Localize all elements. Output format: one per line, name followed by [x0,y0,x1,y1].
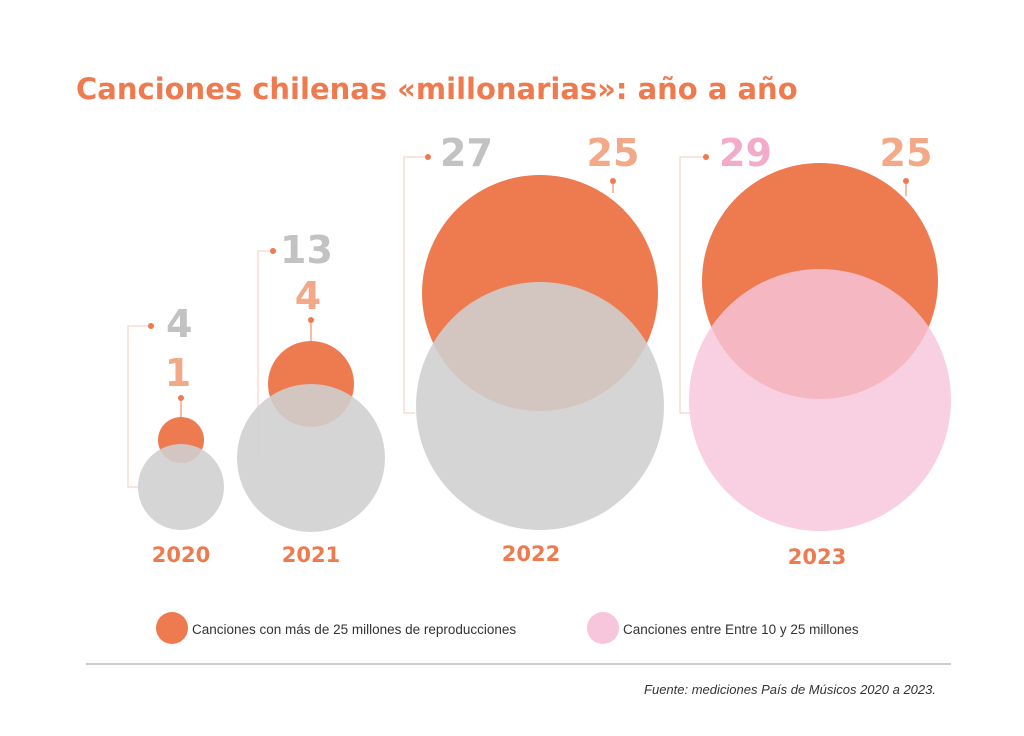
total-value: 13 [280,228,333,272]
legend-item-1: Canciones con más de 25 millones de repr… [156,612,516,644]
total-value: 27 [440,131,493,175]
total-dot [425,154,431,160]
legend-label: Canciones entre Entre 10 y 25 millones [623,622,859,637]
total-connector [679,156,706,414]
bubble-total [689,269,951,531]
source-note: Fuente: mediciones País de Músicos 2020 … [644,682,936,697]
total-value: 29 [719,131,772,175]
total-dot [270,248,276,254]
year-group-2023: 25 29 2023 [679,131,951,569]
over25-value: 25 [587,131,640,175]
total-connector [403,156,428,414]
over25-dot [178,395,184,401]
over25-dot [308,317,314,323]
legend-item-2: Canciones entre Entre 10 y 25 millones [587,612,859,644]
year-label: 2022 [502,542,560,566]
year-label: 2020 [152,543,210,567]
total-dot [703,154,709,160]
over25-value: 25 [880,131,933,175]
year-label: 2021 [282,543,340,567]
legend-swatch [587,612,619,644]
year-group-2021: 413 2021 [237,228,385,567]
over25-value: 4 [295,274,321,318]
chart-title: Canciones chilenas «millonarias»: año a … [76,72,798,106]
bubble-total [237,384,385,532]
bubble-total [416,282,664,530]
year-group-2022: 25 27 2022 [403,131,664,566]
over25-dot [610,178,616,184]
total-connector [127,325,151,488]
total-value: 4 [166,302,192,346]
total-connector [257,250,273,458]
legend-swatch [156,612,188,644]
bubble-total [138,444,224,530]
total-dot [148,323,154,329]
year-label: 2023 [788,545,846,569]
over25-value: 1 [165,351,191,395]
year-group-2020: 1 4 2020 [127,302,224,567]
legend-label: Canciones con más de 25 millones de repr… [192,622,516,637]
over25-dot [903,178,909,184]
